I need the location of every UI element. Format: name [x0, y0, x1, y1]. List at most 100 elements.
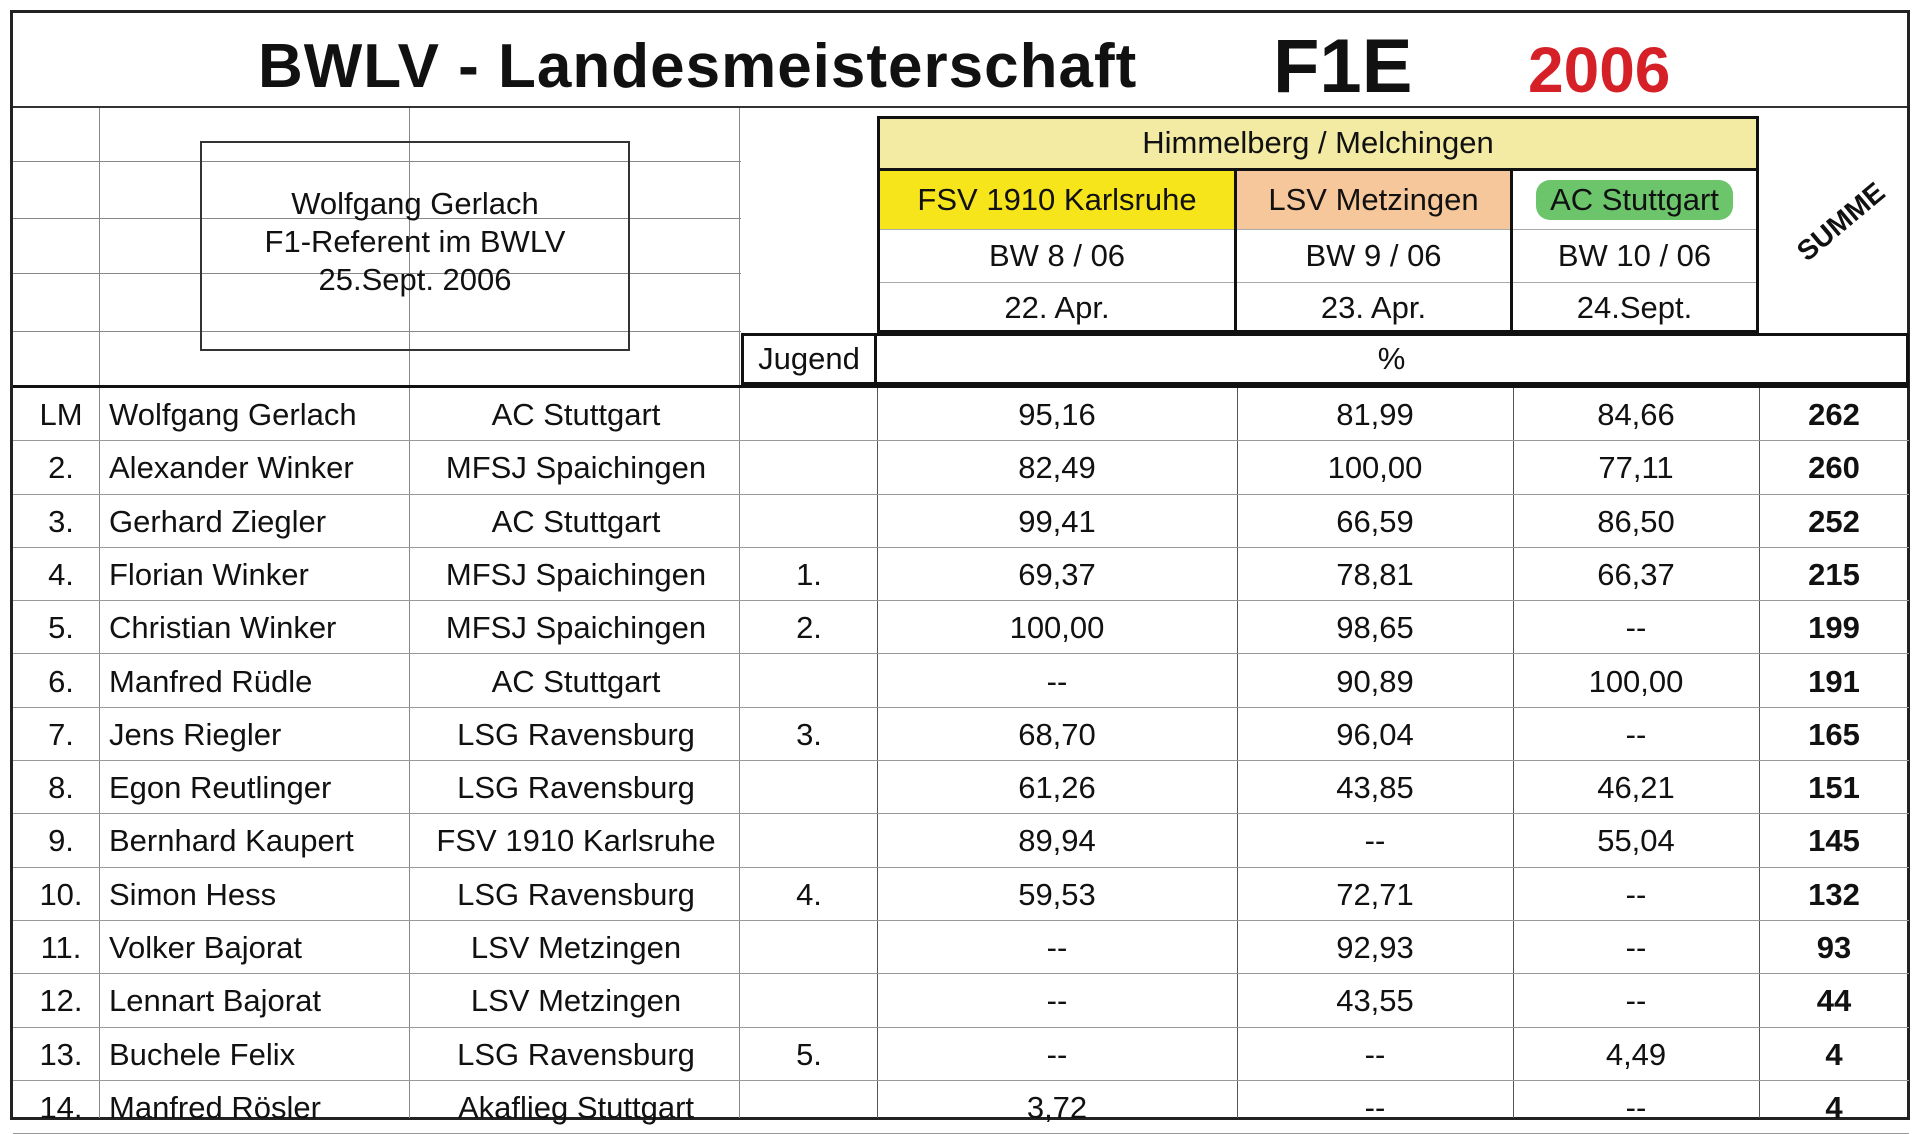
- rank-cell: 10.: [39, 876, 83, 912]
- grid-divider: [13, 273, 741, 274]
- table-row: 2. Alexander Winker MFSJ Spaichingen 82,49 1…: [13, 441, 1909, 495]
- name-cell: Christian Winker: [109, 610, 337, 646]
- row-divider: [13, 973, 1909, 975]
- event-1-score-cell: 61,26: [1018, 770, 1096, 806]
- event-3-score-cell: --: [1625, 983, 1647, 1019]
- table-row: 13. Buchele Felix LSG Ravensburg 5. -- -- 4,49…: [13, 1028, 1909, 1081]
- rank-cell: 9.: [48, 823, 74, 859]
- row-divider: [13, 1026, 1909, 1028]
- info-name: Wolfgang Gerlach: [291, 186, 539, 221]
- rank-cell: 6.: [48, 663, 74, 699]
- event-2-score-cell: --: [1364, 1089, 1386, 1125]
- rank-cell: 14.: [39, 1089, 83, 1125]
- event-1-score-cell: 68,70: [1018, 716, 1096, 752]
- table-row: 7. Jens Riegler LSG Ravensburg 3. 68,70 96,04…: [13, 708, 1909, 762]
- table-row: 6. Manfred Rüdle AC Stuttgart -- 90,89 100,00…: [13, 655, 1909, 708]
- event-3-score-cell: --: [1625, 1089, 1647, 1125]
- table-row: 14. Manfred Rösler Akaflieg Stuttgart 3,72 -…: [13, 1081, 1909, 1134]
- jugend-cell: [741, 388, 877, 441]
- sum-cell: 4: [1825, 1036, 1843, 1072]
- event-1-code: BW 8 / 06: [880, 229, 1234, 282]
- event-3-score-cell: 66,37: [1597, 556, 1675, 592]
- club-cell: MFSJ Spaichingen: [445, 556, 707, 592]
- table-row: 12. Lennart Bajorat LSV Metzingen -- 43,55 --…: [13, 974, 1909, 1028]
- sum-cell: 132: [1808, 876, 1860, 912]
- event-1-score-cell: 100,00: [1009, 610, 1105, 646]
- jugend-header: Jugend: [741, 333, 877, 385]
- title-class: F1E: [1273, 24, 1413, 109]
- table-row: 3. Gerhard Ziegler AC Stuttgart 99,41 66,59 8…: [13, 495, 1909, 548]
- summe-label: SUMME: [1790, 176, 1891, 267]
- event-2-score-cell: 72,71: [1336, 876, 1414, 912]
- grid-divider: [13, 161, 741, 162]
- jugend-cell: [741, 814, 877, 867]
- event-2-score-cell: 66,59: [1336, 503, 1414, 539]
- event-2-score-cell: 81,99: [1336, 397, 1414, 432]
- rank-cell: 11.: [40, 930, 82, 965]
- club-cell: AC Stuttgart: [491, 397, 661, 432]
- sum-cell: 93: [1816, 930, 1852, 965]
- event-2-score-cell: 90,89: [1336, 663, 1414, 699]
- jugend-cell: [741, 974, 877, 1027]
- jugend-cell: 5.: [796, 1036, 822, 1072]
- name-cell: Buchele Felix: [109, 1036, 296, 1072]
- event-3-code: BW 10 / 06: [1513, 229, 1756, 282]
- event-2-score-cell: 92,93: [1336, 930, 1414, 965]
- row-divider: [13, 493, 1909, 495]
- rank-cell: 2.: [48, 450, 74, 486]
- name-cell: Jens Riegler: [109, 716, 282, 752]
- jugend-cell: [741, 761, 877, 814]
- table-row: 8. Egon Reutlinger LSG Ravensburg 61,26 43,8…: [13, 761, 1909, 815]
- jugend-cell: 3.: [796, 716, 822, 752]
- rank-cell: 12.: [39, 983, 83, 1019]
- club-cell: LSV Metzingen: [470, 983, 682, 1019]
- rank-cell: 13.: [39, 1036, 83, 1072]
- event-2-code: BW 9 / 06: [1237, 229, 1510, 282]
- jugend-cell: 1.: [796, 556, 822, 592]
- name-cell: Gerhard Ziegler: [109, 503, 327, 539]
- row-divider: [13, 546, 1909, 548]
- club-cell: Akaflieg Stuttgart: [457, 1089, 695, 1125]
- event-1-score-cell: 69,37: [1018, 556, 1096, 592]
- sum-cell: 165: [1808, 716, 1860, 752]
- event-3-score-cell: --: [1625, 716, 1647, 752]
- rank-cell: 3.: [48, 503, 74, 539]
- grid-divider: [409, 108, 410, 1118]
- club-cell: MFSJ Spaichingen: [445, 610, 707, 646]
- club-cell: LSG Ravensburg: [457, 1036, 695, 1072]
- name-cell: Manfred Rösler: [109, 1089, 321, 1125]
- row-divider: [13, 760, 1909, 762]
- event-2-score-cell: 43,55: [1336, 983, 1414, 1019]
- name-cell: Alexander Winker: [109, 450, 354, 486]
- event-1-score-cell: 95,16: [1018, 397, 1096, 432]
- event-3-score-cell: --: [1625, 876, 1647, 912]
- event-3-club: AC Stuttgart: [1513, 171, 1756, 229]
- event-1-score-cell: --: [1046, 983, 1068, 1019]
- title-main: BWLV - Landesmeisterschaft: [258, 32, 1138, 101]
- grid-divider: [877, 388, 878, 1118]
- row-divider: [13, 653, 1909, 655]
- name-cell: Volker Bajorat: [109, 930, 302, 965]
- rank-cell: 4.: [48, 556, 74, 592]
- jugend-cell: [741, 441, 877, 494]
- jugend-cell: 2.: [796, 610, 822, 646]
- sum-cell: 260: [1808, 450, 1860, 486]
- event-2-score-cell: 78,81: [1336, 556, 1414, 592]
- row-divider: [13, 440, 1909, 442]
- info-date: 25.Sept. 2006: [318, 262, 512, 297]
- event-1-score-cell: --: [1046, 663, 1068, 699]
- event-1-score-cell: 89,94: [1018, 823, 1096, 859]
- event-3-score-cell: 100,00: [1588, 663, 1684, 699]
- sum-cell: 191: [1808, 663, 1860, 699]
- event-3-score-cell: 86,50: [1597, 503, 1675, 539]
- sum-cell: 44: [1816, 983, 1852, 1019]
- jugend-cell: [741, 495, 877, 548]
- row-divider: [13, 706, 1909, 708]
- club-cell: AC Stuttgart: [491, 503, 661, 539]
- row-divider: [13, 600, 1909, 602]
- event-2-score-cell: --: [1364, 823, 1386, 859]
- name-cell: Simon Hess: [109, 876, 277, 912]
- grid-divider: [13, 218, 741, 219]
- event-1-score-cell: 59,53: [1018, 876, 1096, 912]
- jugend-cell: 4.: [796, 876, 822, 912]
